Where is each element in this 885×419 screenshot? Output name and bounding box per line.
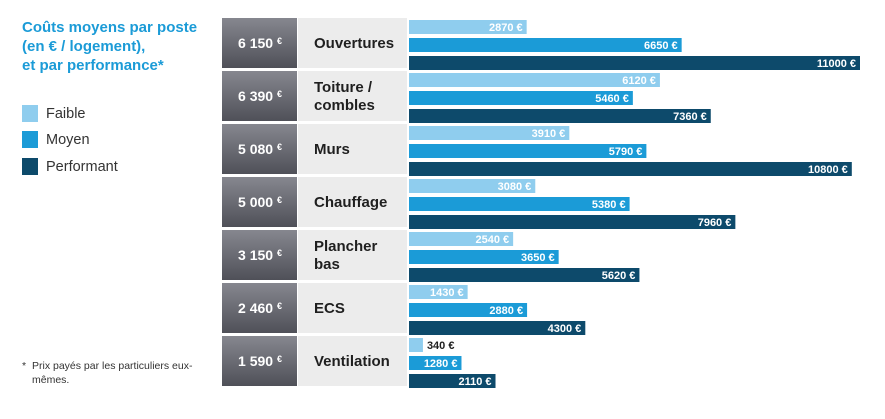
bar-faible-ventilation: [409, 338, 423, 352]
bar-label-moyen-plancher-bas: 3650 €: [521, 252, 555, 264]
category-box-ventilation: [298, 336, 407, 386]
average-box-toiture-combles: [222, 71, 297, 121]
category-label-ventilation: Ventilation: [314, 353, 390, 370]
bar-moyen-ventilation: [409, 356, 462, 370]
bar-performant-toiture-combles: [409, 109, 711, 123]
bar-label-moyen-toiture-combles: 5460 €: [595, 93, 629, 105]
bar-faible-murs: [409, 126, 570, 140]
chart-title: Coûts moyens par poste (en € / logement)…: [22, 18, 222, 75]
category-label-murs: Murs: [314, 141, 350, 158]
bar-faible-chauffage: [409, 179, 536, 193]
category-box-ecs: [298, 283, 407, 333]
bar-moyen-murs: [409, 144, 647, 158]
category-box-plancher-bas: [298, 230, 407, 280]
bar-performant-ecs: [409, 321, 586, 335]
average-value-murs: 5 080 €: [238, 141, 282, 157]
footnote-text: Prix payés par les particuliers eux-même…: [32, 360, 193, 386]
bar-label-faible-ouvertures: 2870 €: [489, 22, 523, 34]
category-label-chauffage: Chauffage: [314, 194, 387, 211]
bar-label-moyen-chauffage: 5380 €: [592, 199, 626, 211]
bar-moyen-ecs: [409, 303, 528, 317]
average-box-ouvertures: [222, 18, 297, 68]
bar-label-moyen-ecs: 2880 €: [489, 305, 523, 317]
title-line-3: et par performance*: [22, 57, 164, 74]
bar-label-moyen-ventilation: 1280 €: [424, 358, 458, 370]
footnote-mark: *: [22, 360, 27, 372]
bar-moyen-toiture-combles: [409, 91, 633, 105]
average-value-ecs: 2 460 €: [238, 300, 282, 316]
bar-performant-ouvertures: [409, 56, 860, 70]
average-value-plancher-bas: 3 150 €: [238, 247, 282, 263]
bar-label-faible-plancher-bas: 2540 €: [475, 234, 509, 246]
bar-label-performant-ventilation: 2110 €: [458, 376, 491, 388]
average-box-ecs: [222, 283, 297, 333]
average-value-toiture-combles: 6 390 €: [238, 88, 282, 104]
bar-performant-plancher-bas: [409, 268, 640, 282]
category-box-ouvertures: [298, 18, 407, 68]
bar-faible-plancher-bas: [409, 232, 514, 246]
category-label-plancher-bas: Plancher bas: [314, 238, 378, 273]
bar-moyen-plancher-bas: [409, 250, 559, 264]
bar-faible-toiture-combles: [409, 73, 660, 87]
bar-label-performant-plancher-bas: 5620 €: [602, 270, 636, 282]
average-value-chauffage: 5 000 €: [238, 194, 282, 210]
average-box-chauffage: [222, 177, 297, 227]
average-box-ventilation: [222, 336, 297, 386]
category-box-toiture-combles: [298, 71, 407, 121]
title-line-2: (en € / logement),: [22, 38, 146, 55]
average-box-murs: [222, 124, 297, 174]
category-label-ouvertures: Ouvertures: [314, 35, 394, 52]
bar-label-performant-murs: 10800 €: [808, 164, 848, 176]
bar-label-faible-murs: 3910 €: [532, 128, 566, 140]
category-label-toiture-combles: Toiture / combles: [314, 79, 375, 114]
legend-swatch-faible: [22, 105, 38, 122]
bar-performant-chauffage: [409, 215, 736, 229]
bar-moyen-ouvertures: [409, 38, 682, 52]
legend-label-faible: Faible: [46, 106, 86, 122]
legend-swatch-moyen: [22, 131, 38, 148]
bar-label-faible-ecs: 1430 €: [430, 287, 464, 299]
category-box-chauffage: [298, 177, 407, 227]
title-line-1: Coûts moyens par poste: [22, 19, 198, 36]
bar-label-moyen-murs: 5790 €: [609, 146, 643, 158]
bar-faible-ouvertures: [409, 20, 527, 34]
bar-faible-ecs: [409, 285, 468, 299]
legend-label-performant: Performant: [46, 159, 118, 175]
average-box-plancher-bas: [222, 230, 297, 280]
bar-label-performant-ouvertures: 11000 €: [817, 58, 856, 70]
category-label-ecs: ECS: [314, 300, 345, 317]
bar-label-performant-ecs: 4300 €: [548, 323, 582, 335]
bar-label-moyen-ouvertures: 6650 €: [644, 40, 678, 52]
category-box-murs: [298, 124, 407, 174]
legend-label-moyen: Moyen: [46, 132, 90, 148]
average-value-ouvertures: 6 150 €: [238, 35, 282, 51]
average-value-ventilation: 1 590 €: [238, 353, 282, 369]
bar-performant-murs: [409, 162, 852, 176]
bar-label-faible-chauffage: 3080 €: [498, 181, 532, 193]
bar-label-faible-ventilation: 340 €: [427, 340, 455, 352]
bar-moyen-chauffage: [409, 197, 630, 211]
footnote: * Prix payés par les particuliers eux-mê…: [22, 359, 197, 387]
bar-label-performant-toiture-combles: 7360 €: [673, 111, 707, 123]
bar-performant-ventilation: [409, 374, 496, 388]
legend-swatch-performant: [22, 158, 38, 175]
bar-label-performant-chauffage: 7960 €: [698, 217, 732, 229]
bar-label-faible-toiture-combles: 6120 €: [622, 75, 656, 87]
